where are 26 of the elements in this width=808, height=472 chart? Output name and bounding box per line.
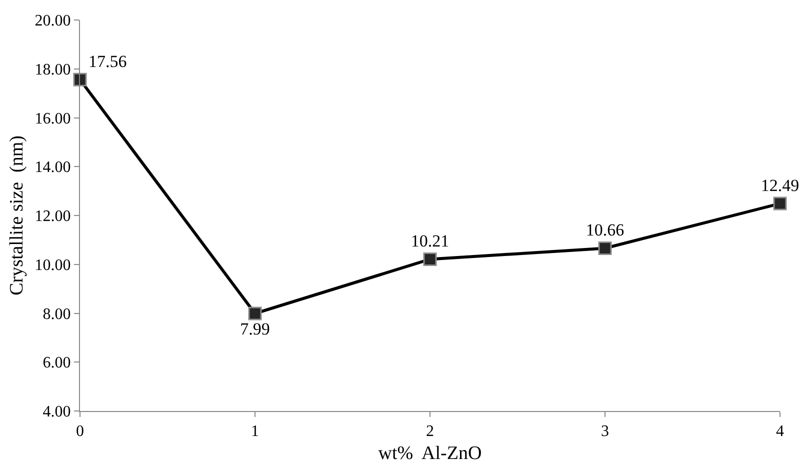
data-label: 7.99 — [240, 320, 270, 339]
point — [423, 252, 437, 266]
data-label: 12.49 — [760, 176, 800, 195]
point — [773, 196, 787, 210]
point — [598, 242, 612, 255]
data-label: 10.66 — [586, 220, 624, 240]
y-tick-label: 14.00 — [34, 159, 71, 176]
x-tick-label: 1 — [251, 423, 259, 440]
y-axis-title: Crystallite size (nm) — [6, 136, 28, 296]
y-tick-label: 12.00 — [34, 208, 71, 226]
x-tick-label: 0 — [76, 423, 84, 440]
y-tick-label: 20.00 — [34, 12, 71, 30]
point — [248, 306, 262, 320]
x-axis-title: wt% Al-ZnO — [378, 443, 482, 464]
point — [73, 72, 87, 86]
data-label: 17.56 — [88, 52, 127, 71]
y-tick-label: 4.00 — [42, 404, 71, 421]
y-tick-label: 6.00 — [42, 354, 71, 372]
y-tick-label: 10.00 — [34, 256, 71, 274]
y-tick-label: 8.00 — [42, 306, 71, 323]
x-tick-label: 2 — [426, 423, 434, 440]
y-tick-label: 18.00 — [34, 61, 71, 78]
x-tick-label: 3 — [601, 423, 609, 440]
y-tick-label: 16.00 — [34, 110, 71, 128]
data-label: 10.21 — [410, 231, 450, 250]
x-tick-label: 4 — [776, 423, 784, 440]
